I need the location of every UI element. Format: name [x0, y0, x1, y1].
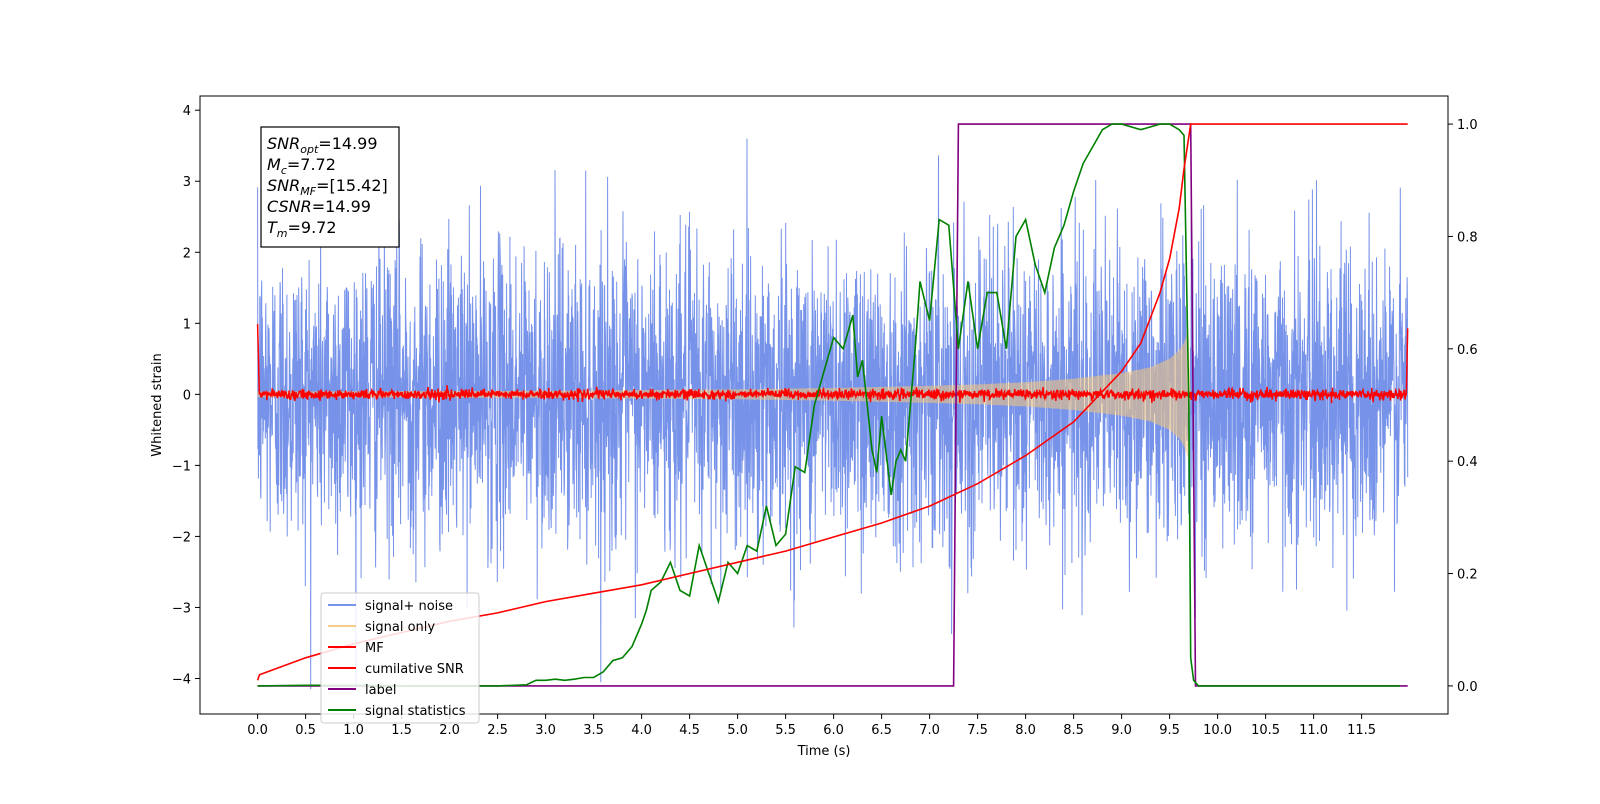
- x-tick-label: 7.5: [967, 723, 988, 738]
- x-tick-label: 0.0: [247, 723, 268, 738]
- x-tick-label: 8.5: [1063, 723, 1084, 738]
- x-tick-label: 10.0: [1203, 723, 1232, 738]
- x-tick-label: 4.5: [679, 723, 700, 738]
- x-tick-label: 2.5: [487, 723, 508, 738]
- annotation-frame: [260, 126, 400, 248]
- x-tick-label: 3.5: [583, 723, 604, 738]
- y-left-tick-label: 2: [183, 246, 191, 261]
- y-left-tick-label: −1: [172, 459, 191, 474]
- annotation-line: SNRMF=[15.42]: [267, 176, 388, 198]
- y-left-tick-label: 0: [183, 388, 191, 403]
- y-right-tick-label: 0.4: [1457, 455, 1478, 470]
- x-tick-label: 6.5: [871, 723, 892, 738]
- y-right-tick-label: 0.0: [1457, 680, 1478, 695]
- legend-entry: signal statistics: [365, 704, 466, 719]
- x-tick-label: 7.0: [919, 723, 940, 738]
- x-tick-label: 3.0: [535, 723, 556, 738]
- y-left-tick-label: −2: [172, 530, 191, 545]
- x-tick-label: 11.5: [1347, 723, 1376, 738]
- annotation-value: =14.99: [318, 134, 377, 153]
- annotation-value: =[15.42]: [316, 176, 388, 195]
- x-tick-label: 9.5: [1159, 723, 1180, 738]
- annotation-box: SNRopt=14.99Mc=7.72SNRMF=[15.42]CSNR=14.…: [260, 126, 400, 248]
- legend-entry: signal+ noise: [365, 599, 453, 614]
- annotation-value: =7.72: [287, 155, 336, 174]
- y-left-axis-ticks: −4 −3 −2 −1 0 1 2 3 4: [172, 104, 200, 687]
- annotation-value: =14.99: [312, 197, 371, 216]
- x-tick-label: 10.5: [1251, 723, 1280, 738]
- y-left-tick-label: −3: [172, 601, 191, 616]
- legend-entry: cumilative SNR: [365, 662, 464, 677]
- mf-line: [256, 324, 1409, 404]
- x-axis-ticks: 0.0 0.5 1.0 1.5 2.0 2.5 3.0 3.5 4.0 4.5 5.0 5.5 6.0 6…: [247, 714, 1376, 738]
- y-left-tick-label: 1: [183, 317, 191, 332]
- plot-frame: [199, 95, 1449, 715]
- annotation-subscript: c: [281, 164, 287, 177]
- annotation-symbol: M: [267, 155, 281, 174]
- annotation-subscript: MF: [300, 185, 316, 198]
- legend-entry: label: [365, 683, 396, 698]
- mf-series: [256, 324, 1409, 404]
- y-right-axis-ticks: 0.0 0.2 0.4 0.6 0.8 1.0: [1448, 118, 1478, 695]
- y-axis-label: Whitened strain: [150, 353, 165, 456]
- annotation-symbol: T: [267, 218, 278, 237]
- annotation-value: =9.72: [288, 218, 337, 237]
- y-right-tick-label: 0.6: [1457, 343, 1478, 358]
- x-axis-label: Time (s): [797, 744, 851, 759]
- annotation-symbol: SNR: [267, 134, 300, 153]
- annotation-symbol: SNR: [267, 176, 300, 195]
- y-right-tick-label: 1.0: [1457, 118, 1478, 133]
- x-tick-label: 0.5: [295, 723, 316, 738]
- x-tick-label: 8.0: [1015, 723, 1036, 738]
- annotation-line: Tm=9.72: [267, 218, 337, 240]
- annotation-line: CSNR=14.99: [267, 197, 371, 216]
- legend: signal+ noise signal only MF cumilative SNR…: [320, 592, 480, 724]
- signal-noise-line: [257, 138, 1409, 690]
- legend-frame: [320, 592, 480, 724]
- x-tick-label: 2.0: [439, 723, 460, 738]
- x-tick-label: 4.0: [631, 723, 652, 738]
- y-left-tick-label: 3: [183, 175, 191, 190]
- x-tick-label: 1.5: [391, 723, 412, 738]
- legend-entry: signal only: [365, 620, 435, 635]
- annotation-subscript: opt: [300, 143, 319, 156]
- x-tick-label: 1.0: [343, 723, 364, 738]
- y-right-tick-label: 0.8: [1457, 230, 1478, 245]
- y-right-tick-label: 0.2: [1457, 568, 1478, 583]
- x-tick-label: 11.0: [1299, 723, 1328, 738]
- x-tick-label: 9.0: [1111, 723, 1132, 738]
- annotation-symbol: CSNR: [267, 197, 312, 216]
- signal-noise-series: [257, 138, 1409, 690]
- signal-statistics-line: [257, 123, 1400, 687]
- legend-entry: MF: [365, 641, 384, 656]
- y-left-tick-label: 4: [183, 104, 191, 119]
- annotation-line: Mc=7.72: [267, 155, 336, 177]
- annotation-subscript: m: [277, 227, 288, 240]
- x-tick-label: 5.5: [775, 723, 796, 738]
- y-left-tick-label: −4: [172, 672, 191, 687]
- x-tick-label: 5.0: [727, 723, 748, 738]
- x-tick-label: 6.0: [823, 723, 844, 738]
- annotation-line: SNRopt=14.99: [267, 134, 378, 156]
